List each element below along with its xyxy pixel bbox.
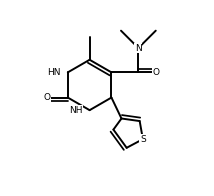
Text: N: N <box>135 44 142 53</box>
Text: O: O <box>152 68 159 77</box>
Text: S: S <box>140 135 146 144</box>
Text: O: O <box>43 93 51 102</box>
Text: NH: NH <box>69 106 83 115</box>
Text: HN: HN <box>47 68 61 77</box>
